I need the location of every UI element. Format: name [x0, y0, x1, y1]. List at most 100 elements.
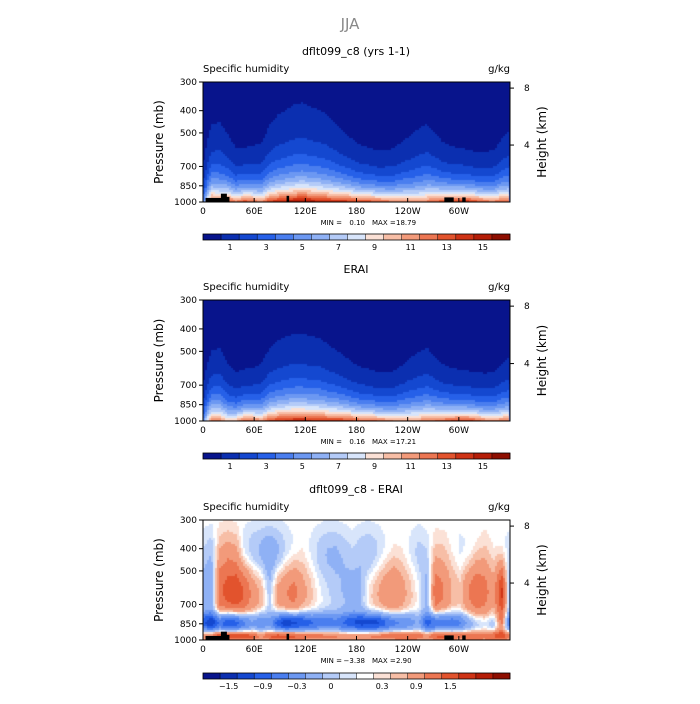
chart-1-topography-mask	[225, 196, 230, 202]
chart-3-colorbar-box	[458, 673, 477, 679]
chart-3-min-value: −3.38	[344, 657, 365, 665]
chart-3-colorbar-label: −0.3	[287, 682, 306, 691]
chart-2-max-value: 17.21	[396, 438, 416, 446]
chart-1-topography-mask	[286, 195, 290, 202]
chart-1-topography-mask	[444, 197, 454, 202]
chart-3-colorbar-label: 0	[328, 682, 333, 691]
chart-2-min-value: 0.16	[349, 438, 365, 446]
chart-3-colorbar-box	[356, 673, 374, 679]
chart-2-x-tick-label: 0	[200, 426, 206, 436]
chart-1-colorbar-box	[383, 234, 402, 240]
chart-3-colorbar-box	[305, 673, 323, 679]
chart-1-field	[203, 82, 510, 202]
chart-1-x-tick-label: 120W	[395, 207, 421, 217]
chart-3-colorbar-box	[407, 673, 426, 679]
chart-2-y-tick-label: 400	[180, 325, 197, 335]
chart-3-colorbar-box	[424, 673, 443, 679]
chart-1-colorbar-label: 15	[478, 243, 488, 252]
chart-2-x-tick-label: 60W	[449, 426, 469, 436]
chart-2-colorbar-box	[221, 453, 240, 459]
chart-1-x-tick-label: 60E	[246, 207, 263, 217]
chart-1-colorbar-box	[275, 234, 294, 240]
chart-3-y-tick-label: 850	[180, 620, 197, 630]
chart-3-colorbar-label: 0.9	[410, 682, 423, 691]
chart-2-right-axis-title: Height (km)	[535, 325, 549, 396]
chart-3-topography-mask	[462, 635, 466, 640]
chart-3-colorbar-box	[373, 673, 391, 679]
chart-1-x-tick-label: 120E	[294, 207, 317, 217]
chart-3-units-label: g/kg	[488, 502, 510, 513]
chart-1-colorbar-box	[311, 234, 330, 240]
chart-3-y-axis-title: Pressure (mb)	[152, 538, 166, 622]
chart-2-colorbar-label: 5	[300, 462, 305, 471]
chart-2-colorbar-box	[437, 453, 457, 459]
chart-3-field	[203, 520, 510, 640]
chart-3-colorbar-box	[288, 673, 306, 679]
chart-3-y-tick-label: 1000	[174, 636, 197, 646]
chart-3-max-label: MAX =	[372, 657, 396, 665]
chart-1-colorbar-box	[437, 234, 457, 240]
chart-3-x-tick-label: 120W	[395, 645, 421, 655]
chart-3-colorbar-box	[220, 673, 238, 679]
chart-2-right-tick-label: 8	[524, 302, 530, 312]
chart-1-colorbar-box	[257, 234, 276, 240]
chart-3-right-tick-label: 8	[524, 522, 530, 532]
chart-2-y-tick-label: 700	[180, 381, 197, 391]
chart-2-colorbar-box	[203, 453, 222, 459]
chart-3-colorbar-label: 1.5	[444, 682, 457, 691]
chart-1-colorbar-label: 9	[372, 243, 377, 252]
chart-1-colorbar-box	[455, 234, 475, 240]
chart-2-colorbar-box	[257, 453, 276, 459]
chart-1-y-tick-label: 300	[180, 78, 197, 88]
chart-1-colorbar-label: 13	[442, 243, 452, 252]
chart-1-colorbar-label: 5	[300, 243, 305, 252]
chart-1-variable-label: Specific humidity	[203, 64, 289, 75]
chart-1-title: dflt099_c8 (yrs 1-1)	[302, 45, 410, 58]
chart-3-right-tick-label: 4	[524, 579, 530, 589]
chart-1-y-tick-label: 400	[180, 107, 197, 117]
chart-1-x-tick-label: 180	[348, 207, 365, 217]
chart-3-colorbar-box	[339, 673, 357, 679]
chart-2-colorbar-box	[473, 453, 493, 459]
chart-1-x-tick-label: 0	[200, 207, 206, 217]
chart-1-topography-mask	[220, 193, 227, 202]
chart-3-colorbar-box	[390, 673, 408, 679]
chart-1-colorbar-box	[401, 234, 421, 240]
chart-3-colorbar-box	[254, 673, 272, 679]
chart-2-colorbar-label: 15	[478, 462, 488, 471]
chart-2-y-tick-label: 850	[180, 401, 197, 411]
chart-1-colorbar-box	[221, 234, 240, 240]
chart-2-colorbar-box	[419, 453, 439, 459]
chart-2-x-tick-label: 120E	[294, 426, 317, 436]
chart-1-min-label: MIN =	[321, 219, 343, 227]
chart-1-max-value: 18.79	[396, 219, 416, 227]
chart-3-right-axis-title: Height (km)	[535, 544, 549, 615]
chart-1-colorbar-box	[239, 234, 258, 240]
chart-1-x-tick-label: 60W	[449, 207, 469, 217]
chart-3-x-tick-label: 120E	[294, 645, 317, 655]
chart-3-x-tick-label: 60E	[246, 645, 263, 655]
chart-2-y-tick-label: 300	[180, 296, 197, 306]
chart-2-y-tick-label: 500	[180, 347, 197, 357]
chart-1-colorbar-box	[203, 234, 222, 240]
chart-3-topography-mask	[220, 631, 227, 640]
chart-3-topography-mask	[286, 633, 290, 640]
chart-2-units-label: g/kg	[488, 282, 510, 293]
chart-3-colorbar-box	[271, 673, 289, 679]
chart-1-right-tick-label: 4	[524, 141, 530, 151]
chart-2-title: ERAI	[344, 263, 369, 276]
chart-2-colorbar-frame	[202, 452, 511, 460]
chart-2-colorbar-box	[365, 453, 384, 459]
chart-3-colorbar-box	[322, 673, 340, 679]
chart-3-colorbar-box	[492, 673, 511, 679]
chart-3-colorbar-label: 0.3	[376, 682, 389, 691]
chart-1-colorbar-label: 11	[406, 243, 416, 252]
chart-3-x-tick-label: 0	[200, 645, 206, 655]
chart-3-x-tick-label: 60W	[449, 645, 469, 655]
chart-2-min-label: MIN =	[321, 438, 343, 446]
chart-1-colorbar-label: 1	[228, 243, 233, 252]
chart-2-colorbar-label: 3	[264, 462, 269, 471]
chart-1-colorbar-label: 3	[264, 243, 269, 252]
chart-1-units-label: g/kg	[488, 64, 510, 75]
chart-2-colorbar-box	[329, 453, 348, 459]
